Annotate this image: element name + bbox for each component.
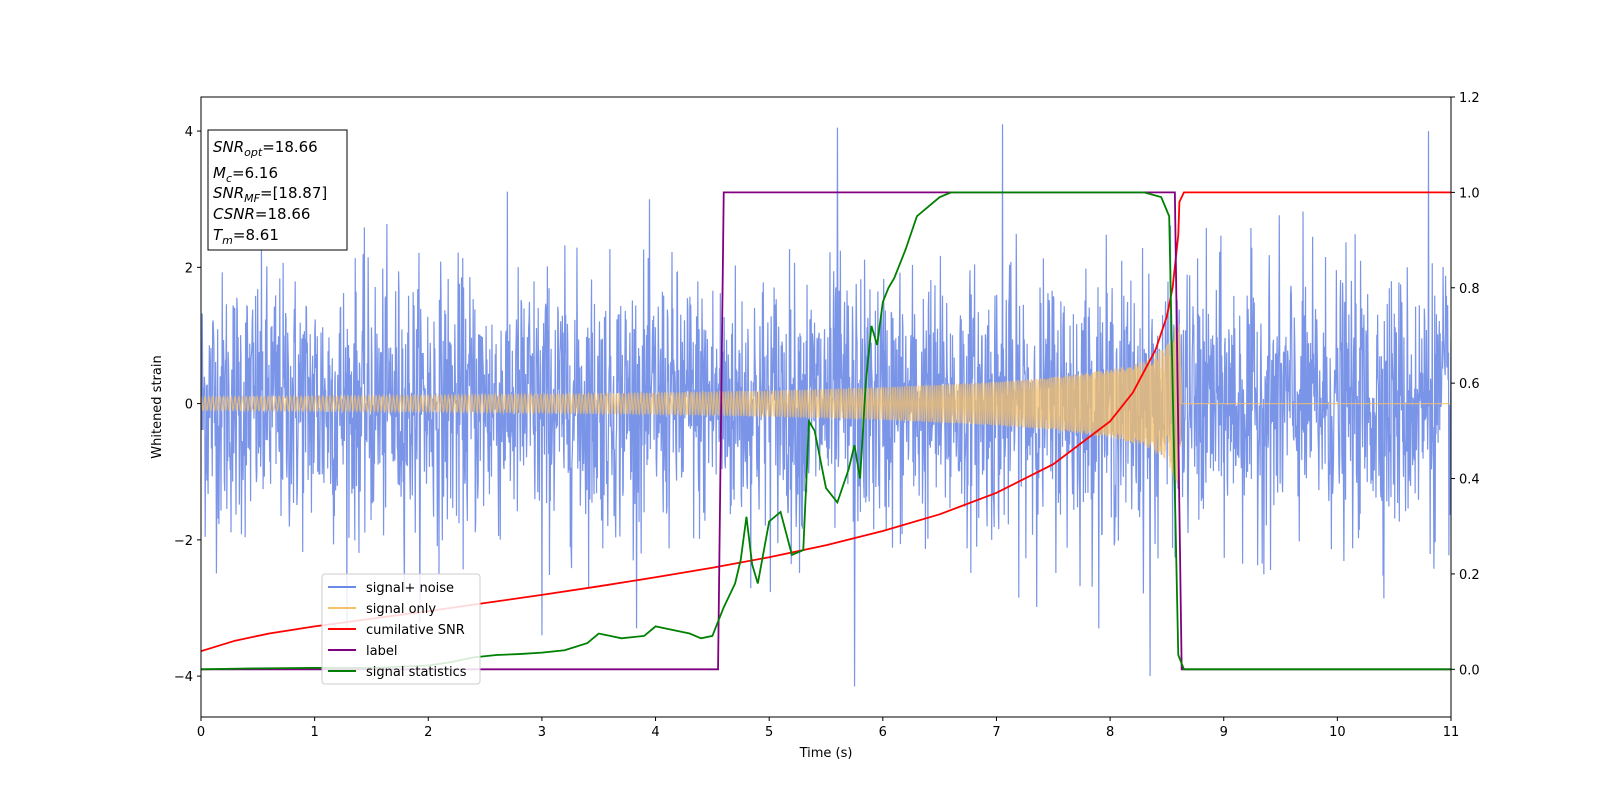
y2-tick-label: 0.0 <box>1459 663 1480 678</box>
y-tick-label: −4 <box>174 670 193 685</box>
x-tick-label: 7 <box>992 725 1000 740</box>
series-signal-only-line <box>201 323 1451 488</box>
series-signal-noise-line <box>201 124 1451 687</box>
annotation-line: SNRMF=[18.87] <box>213 184 327 205</box>
y2-tick-label: 0.4 <box>1459 473 1480 488</box>
y2-tick-label: 0.2 <box>1459 568 1480 583</box>
x-axis-label: Time (s) <box>799 746 853 761</box>
x-axis: 0 1 2 3 4 5 6 7 8 9 10 11 <box>197 717 1459 740</box>
axes-frame <box>200 96 1452 718</box>
series-signal-statistics-line <box>201 191 1451 671</box>
legend-entry-label: label <box>366 644 397 659</box>
x-tick-label: 1 <box>310 725 318 740</box>
x-tick-label: 4 <box>651 725 659 740</box>
annotation-frame <box>207 129 348 251</box>
x-tick-label: 0 <box>197 725 205 740</box>
x-tick-label: 10 <box>1329 725 1346 740</box>
legend-entry-label: signal statistics <box>366 665 467 680</box>
legend-entry-label: signal only <box>366 602 436 617</box>
y2-tick-label: 1.2 <box>1459 91 1480 106</box>
y-tick-label: 4 <box>185 125 193 140</box>
annotation-line: SNRopt=18.66 <box>213 138 318 159</box>
y-tick-label: −2 <box>174 534 193 549</box>
x-tick-label: 8 <box>1106 725 1114 740</box>
y-axis-label: Whitened strain <box>150 355 165 458</box>
legend-frame <box>321 573 481 685</box>
x-tick-label: 6 <box>879 725 887 740</box>
x-tick-label: 5 <box>765 725 773 740</box>
y-tick-label: 2 <box>185 261 193 276</box>
annotation-line: CSNR=18.66 <box>213 205 310 223</box>
x-tick-label: 2 <box>424 725 432 740</box>
y2-tick-label: 0.6 <box>1459 377 1480 392</box>
legend-entry-label: cumilative SNR <box>366 623 465 638</box>
y2-tick-label: 0.8 <box>1459 282 1480 297</box>
y-axis-left: −4 −2 0 2 4 <box>174 125 201 685</box>
y2-tick-label: 1.0 <box>1459 186 1480 201</box>
x-tick-label: 11 <box>1443 725 1460 740</box>
x-tick-label: 3 <box>538 725 546 740</box>
legend: signal+ noise signal only cumilative SNR la… <box>321 573 481 685</box>
annotation-line: Mc=6.16 <box>213 164 278 185</box>
annotation-box: SNRopt=18.66 Mc=6.16SNRMF=[18.87]CSNR=18.… <box>207 129 348 251</box>
annotation-line: Tm=8.61 <box>213 226 279 247</box>
y-axis-right: 0.0 0.2 0.4 0.6 0.8 1.0 1.2 <box>1451 91 1480 678</box>
y-tick-label: 0 <box>185 398 193 413</box>
x-tick-label: 9 <box>1220 725 1228 740</box>
legend-entry-label: signal+ noise <box>366 581 454 596</box>
